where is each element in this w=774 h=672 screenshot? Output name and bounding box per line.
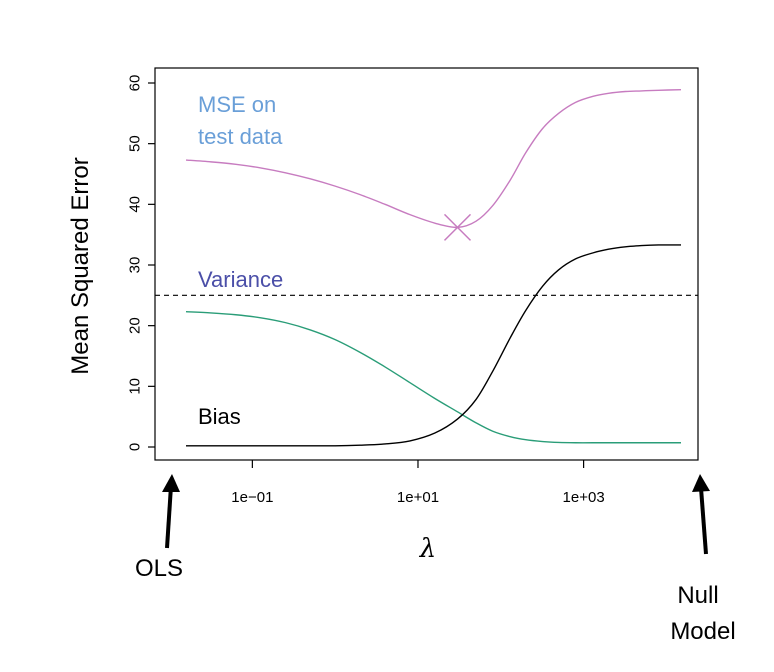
plot-frame (154, 67, 699, 461)
y-tick-label: 50 (127, 135, 144, 152)
null-model-label-line1: Null (677, 582, 718, 609)
y-axis: 0 10 20 30 40 50 60 (127, 75, 155, 451)
null-model-label-line2: Model (670, 618, 735, 645)
ols-arrow (162, 474, 180, 549)
ols-label: OLS (135, 555, 183, 582)
min-marker-stroke (443, 213, 472, 241)
annotation-variance: Variance (198, 267, 283, 292)
minimum-marker (443, 213, 472, 241)
y-tick-label: 60 (127, 75, 144, 92)
y-tick-label: 40 (127, 196, 144, 213)
null-model-arrow (692, 474, 710, 555)
x-axis-title: λ (419, 534, 436, 564)
series-line-mse-on-test-data (185, 88, 682, 229)
annotation-mse-line2: test data (198, 124, 283, 149)
y-tick-label: 10 (127, 378, 144, 395)
y-tick-label: 20 (127, 317, 144, 334)
y-axis-title: Mean Squared Error (67, 157, 94, 374)
annotation-bias: Bias (198, 404, 241, 429)
y-tick-label: 30 (127, 257, 144, 274)
y-tick-label: 0 (127, 443, 144, 451)
x-tick-label: 1e−01 (231, 489, 273, 506)
x-tick-label: 1e+03 (563, 489, 605, 506)
series-line-variance (185, 311, 681, 444)
annotation-mse-line1: MSE on (198, 92, 276, 117)
x-tick-label: 1e+01 (397, 489, 439, 506)
x-axis: 1e−01 1e+01 1e+03 (231, 460, 605, 506)
series-layer (185, 88, 682, 447)
series-line-bias (186, 244, 682, 447)
